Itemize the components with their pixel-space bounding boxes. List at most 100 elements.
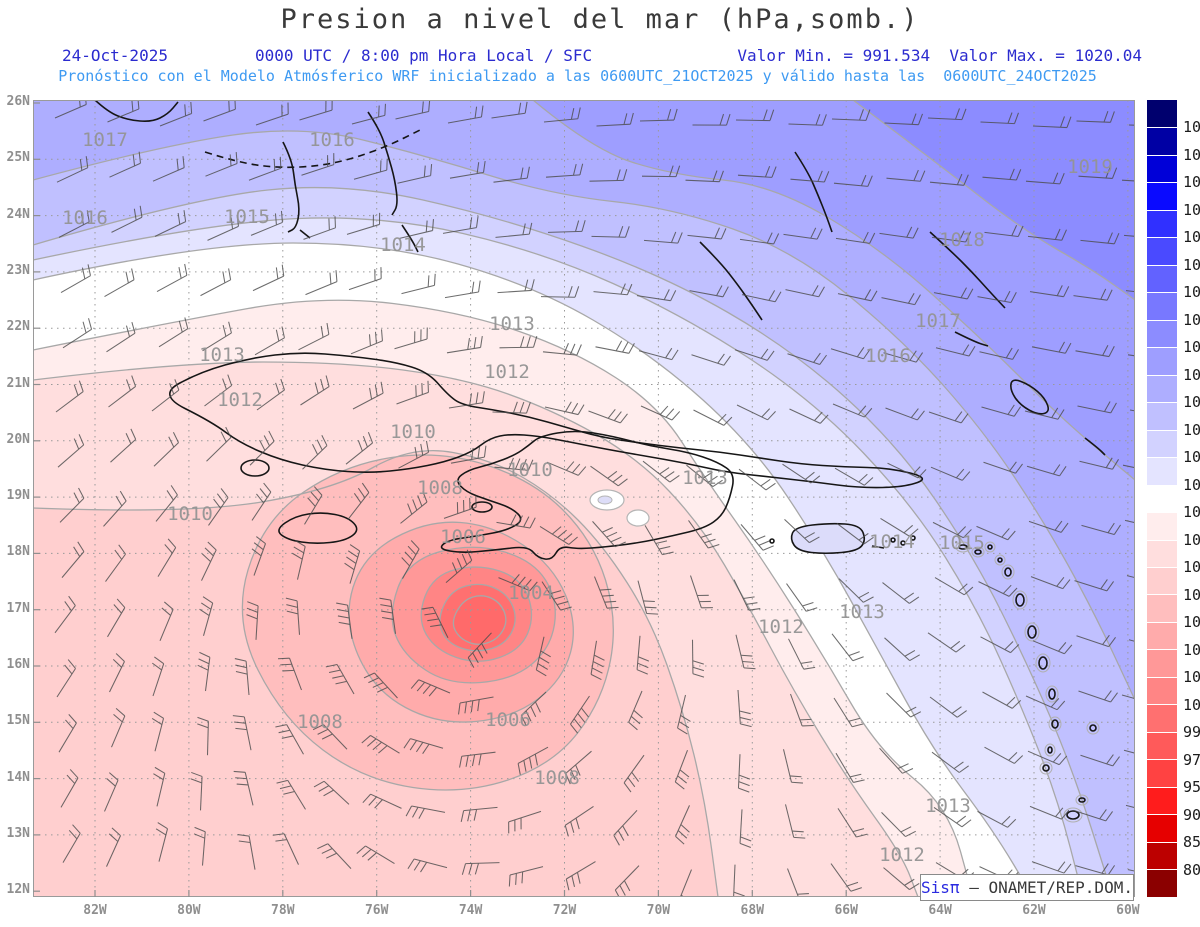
colorbar-tick-label: 1010 bbox=[1183, 558, 1200, 577]
colorbar-segment bbox=[1147, 292, 1177, 320]
colorbar-segment bbox=[1147, 237, 1177, 265]
colorbar-segment bbox=[1147, 869, 1177, 897]
colorbar-tick-label: 1019 bbox=[1183, 338, 1200, 357]
colorbar-tick-label: 1020 bbox=[1183, 310, 1200, 329]
colorbar-tick-label: 1012 bbox=[1183, 530, 1200, 549]
colorbar-segment bbox=[1147, 841, 1177, 870]
colorbar-segment bbox=[1147, 649, 1177, 677]
attribution-org: ONAMET/REP.DOM. bbox=[988, 878, 1133, 897]
pressure-fill-bands bbox=[33, 100, 1135, 897]
pressure-colorbar bbox=[1147, 100, 1177, 897]
colorbar-tick-label: 1008 bbox=[1183, 585, 1200, 604]
isobar-label: 1016 bbox=[865, 345, 911, 367]
valid-date: 24-Oct-2025 bbox=[62, 46, 168, 65]
forecast-init-line: Pronóstico con el Modelo Atmósferico WRF… bbox=[58, 67, 1097, 85]
isobar-label: 1019 bbox=[1067, 156, 1113, 178]
colorbar-segment bbox=[1147, 182, 1177, 210]
isobar-label: 1014 bbox=[380, 234, 426, 256]
colorbar-tick-label: 1022 bbox=[1183, 283, 1200, 302]
isobar-label: 1006 bbox=[440, 526, 486, 548]
lon-axis-label: 82W bbox=[83, 903, 107, 918]
lat-axis-label: 20N bbox=[6, 431, 30, 447]
colorbar-segment bbox=[1147, 319, 1177, 348]
colorbar-segment bbox=[1147, 402, 1177, 430]
colorbar-tick-label: 1002 bbox=[1183, 668, 1200, 687]
isobar-label: 1015 bbox=[939, 532, 985, 554]
lat-axis-label: 15N bbox=[6, 713, 30, 729]
lat-axis-label: 19N bbox=[6, 488, 30, 504]
colorbar-tick-label: 1030 bbox=[1183, 200, 1200, 219]
colorbar-segment bbox=[1147, 154, 1177, 183]
field-min-max: Valor Min. = 991.534 Valor Max. = 1020.0… bbox=[737, 46, 1142, 65]
lon-axis-label: 66W bbox=[834, 903, 858, 918]
lat-axis-label: 23N bbox=[6, 262, 30, 278]
isobar-label: 1017 bbox=[915, 310, 961, 332]
colorbar-segment bbox=[1147, 374, 1177, 403]
lat-axis-label: 21N bbox=[6, 375, 30, 391]
isobar-label: 1012 bbox=[217, 389, 263, 411]
colorbar-segment bbox=[1147, 759, 1177, 787]
lon-axis-label: 64W bbox=[928, 903, 952, 918]
lat-axis-label: 24N bbox=[6, 206, 30, 222]
isobar-label: 1013 bbox=[839, 601, 885, 623]
pressure-map-svg bbox=[33, 100, 1135, 897]
lat-axis-label: 16N bbox=[6, 657, 30, 672]
isobar-label: 1013 bbox=[489, 313, 535, 335]
colorbar-segment bbox=[1147, 814, 1177, 842]
colorbar-tick-label: 1050 bbox=[1183, 118, 1200, 137]
isobar-label: 1008 bbox=[297, 711, 343, 733]
lon-axis-label: 74W bbox=[458, 903, 483, 918]
lat-axis-label: 18N bbox=[6, 544, 30, 560]
colorbar-segment bbox=[1147, 457, 1177, 485]
isobar-label: 1014 bbox=[869, 531, 915, 553]
colorbar-tick-label: 1028 bbox=[1183, 228, 1200, 247]
lat-axis-label: 13N bbox=[6, 825, 30, 841]
colorbar-segment bbox=[1147, 209, 1177, 238]
isobar-label: 1016 bbox=[62, 207, 108, 229]
colorbar-segment bbox=[1147, 429, 1177, 458]
lat-axis-label: 17N bbox=[6, 600, 30, 616]
colorbar-tick-label: 1016 bbox=[1183, 420, 1200, 439]
colorbar-segment bbox=[1147, 100, 1177, 128]
lon-axis-label: 80W bbox=[177, 903, 201, 918]
page-title: Presion a nivel del mar (hPa,somb.) bbox=[280, 4, 920, 35]
lon-axis-label: 78W bbox=[271, 903, 295, 918]
isobar-label: 1012 bbox=[879, 844, 925, 866]
isobar-label: 1017 bbox=[82, 129, 128, 151]
isobar-label: 1012 bbox=[758, 616, 804, 638]
colorbar-tick-label: 1000 bbox=[1183, 695, 1200, 714]
isobar-label: 1013 bbox=[925, 795, 971, 817]
isobar-label: 1015 bbox=[224, 206, 270, 228]
colorbar-tick-label: 950 bbox=[1183, 778, 1200, 797]
colorbar-tick-label: 900 bbox=[1183, 805, 1200, 824]
lat-axis-label: 26N bbox=[6, 94, 30, 109]
colorbar-tick-label: 1035 bbox=[1183, 173, 1200, 192]
isobar-contours bbox=[33, 100, 1135, 897]
isobar-label: 1004 bbox=[508, 582, 554, 604]
colorbar-tick-label: 850 bbox=[1183, 833, 1200, 852]
graticule bbox=[33, 100, 1135, 897]
colorbar-segment bbox=[1147, 512, 1177, 540]
isobar-label: 1016 bbox=[309, 129, 355, 151]
colorbar-segment bbox=[1147, 484, 1177, 513]
isobar-label: 1008 bbox=[534, 767, 580, 789]
colorbar-segment bbox=[1147, 786, 1177, 815]
colorbar-tick-label: 1014 bbox=[1183, 475, 1200, 494]
colorbar-tick-label: 1018 bbox=[1183, 365, 1200, 384]
map-canvas: 1017 1016 1016 1015 1014 1019 1018 1017 1016 1013… bbox=[33, 100, 1135, 897]
isobar-label: 1008 bbox=[417, 477, 463, 499]
wind-barbs bbox=[54, 100, 1135, 897]
attribution-box: Sisπ — ONAMET/REP.DOM. bbox=[920, 874, 1134, 901]
colorbar-tick-label: 800 bbox=[1183, 860, 1200, 879]
colorbar-tick-label: 1040 bbox=[1183, 145, 1200, 164]
lon-axis-label: 60W bbox=[1116, 903, 1140, 918]
colorbar-segment bbox=[1147, 539, 1177, 567]
isobar-label: 1012 bbox=[484, 361, 530, 383]
colorbar-segment bbox=[1147, 566, 1177, 595]
colorbar-segment bbox=[1147, 127, 1177, 155]
colorbar-tick-label: 1025 bbox=[1183, 255, 1200, 274]
sispi-logo: Sisπ bbox=[921, 878, 960, 897]
colorbar-tick-label: 1015 bbox=[1183, 448, 1200, 467]
colorbar-segment bbox=[1147, 731, 1177, 760]
